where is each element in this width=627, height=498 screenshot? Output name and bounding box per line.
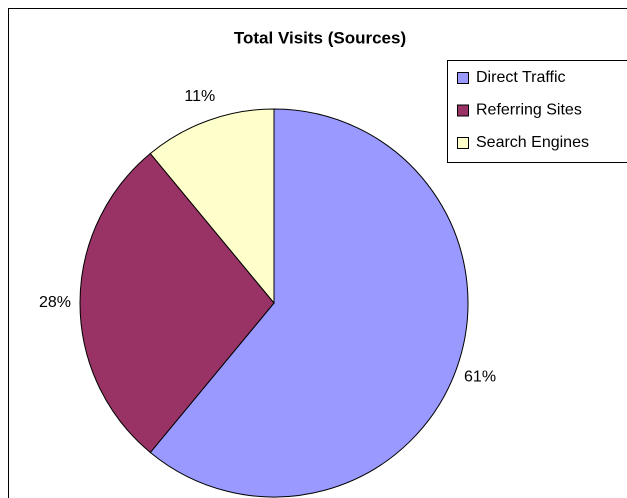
legend-label: Referring Sites — [476, 102, 582, 119]
data-label: 61% — [464, 368, 496, 385]
pie-slice — [149, 108, 469, 498]
legend-label: Search Engines — [476, 134, 589, 151]
legend-swatch — [457, 72, 469, 84]
data-label: 11% — [184, 88, 215, 105]
legend-swatch — [457, 104, 469, 117]
legend-label: Direct Traffic — [476, 69, 566, 86]
pie-slice — [79, 152, 275, 454]
chart-title: Total Visits (Sources) — [234, 28, 406, 47]
pie-slice — [149, 108, 275, 305]
legend-box — [447, 60, 627, 163]
legend-swatch — [457, 137, 469, 149]
data-label: 28% — [39, 294, 71, 311]
